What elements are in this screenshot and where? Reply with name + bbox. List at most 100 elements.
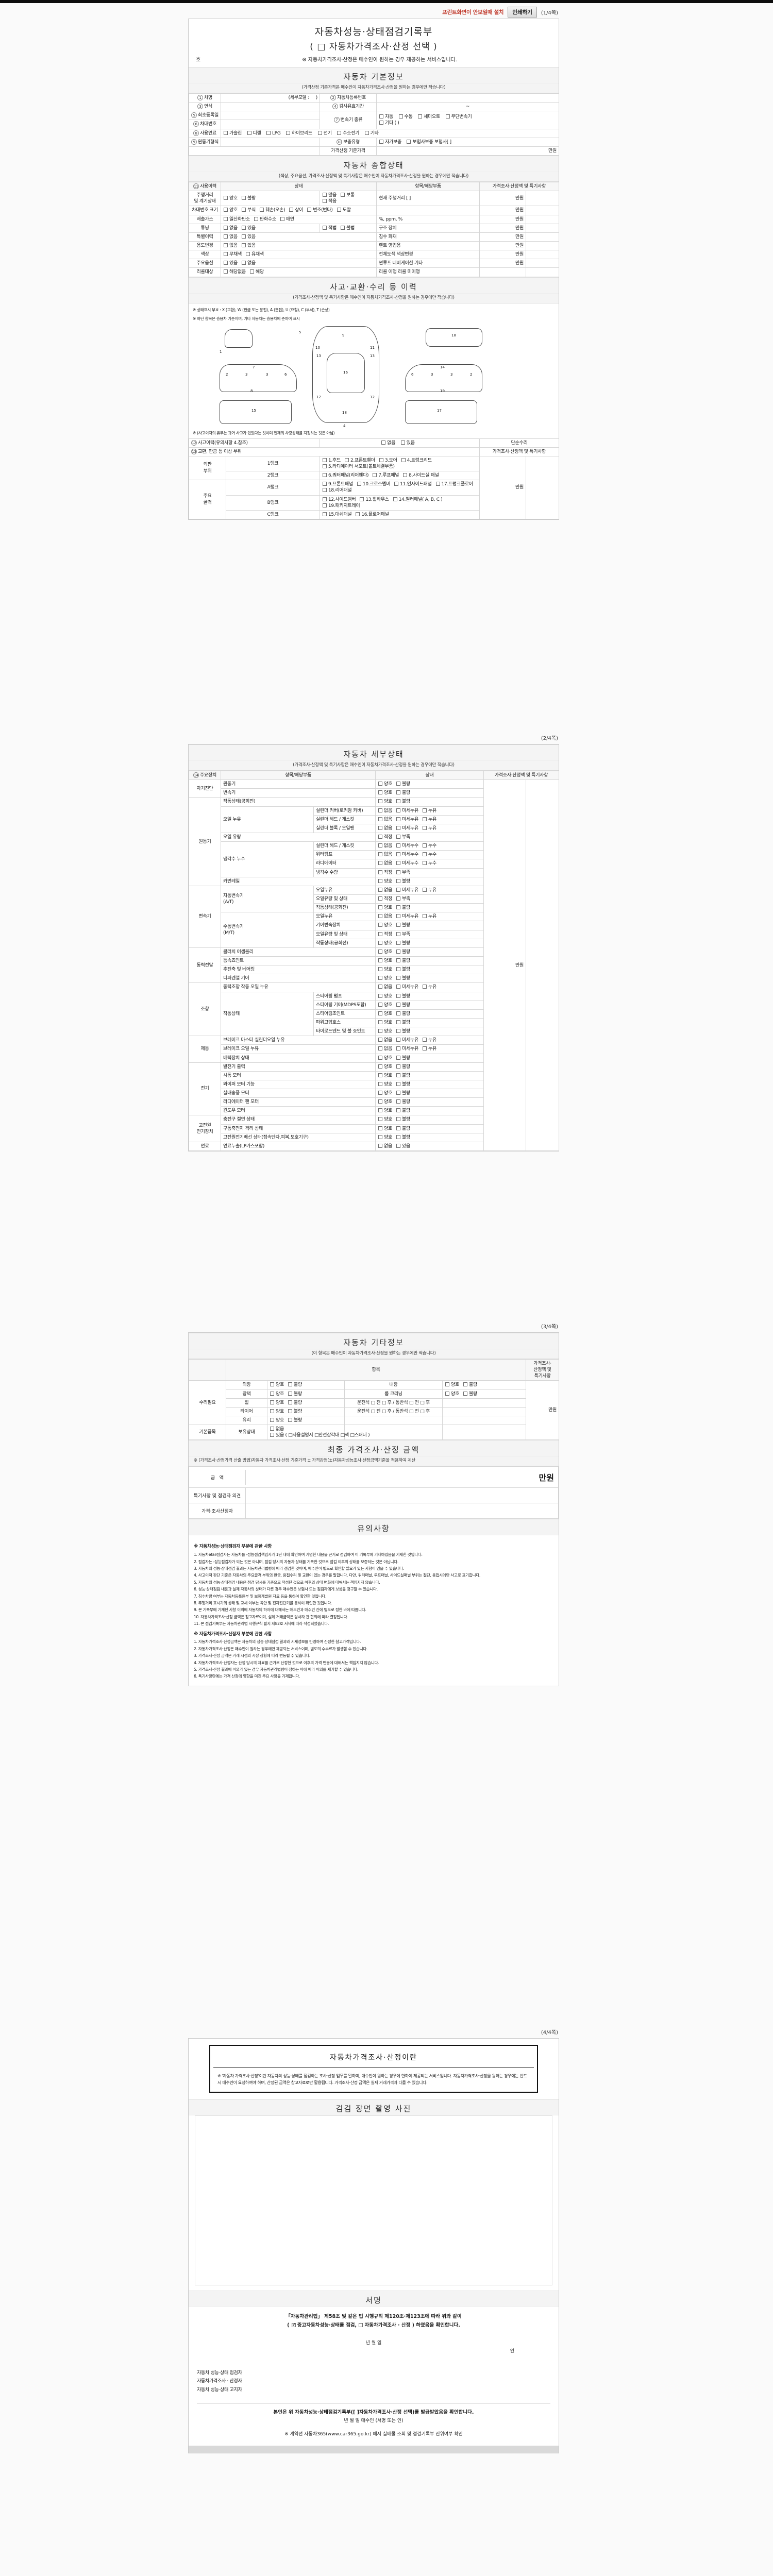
cell-rank-items[interactable]: 9.프론트패널 10.크로스멤버 11.인사이드패널 17.트렁크플로어 18.리어패널 — [320, 480, 480, 496]
cell-detail-state[interactable]: 양호 불량 — [375, 1115, 484, 1125]
checkbox-icon[interactable] — [396, 1091, 400, 1095]
checkbox-icon[interactable] — [445, 114, 450, 118]
checkbox-icon[interactable] — [289, 208, 294, 212]
checkbox-detail-2-6[interactable]: 양호 — [378, 940, 392, 946]
checkbox-icon[interactable] — [396, 808, 400, 812]
cell-detail-state[interactable]: 양호 불량 — [375, 965, 484, 975]
checkbox-icon[interactable] — [396, 993, 400, 998]
cell-overall-state[interactable]: 있음 없음 — [221, 259, 377, 268]
cell-other-opt2[interactable] — [442, 1425, 527, 1440]
cell-overall-item[interactable]: 침수 화재 — [376, 232, 480, 242]
checkbox-icon[interactable] — [359, 2323, 363, 2327]
checkbox-overall-1-a[interactable]: 변조(변타) — [307, 207, 333, 213]
checkbox-overall-6-a[interactable]: 무채색 — [223, 251, 242, 258]
checkbox-detail-5-0[interactable]: 누유 — [422, 1037, 436, 1043]
checkbox-rank-3[interactable]: 19.패키지트레이 — [322, 503, 360, 509]
checkbox-overall-8-a[interactable]: 해당 — [249, 269, 264, 275]
checkbox-icon[interactable] — [378, 817, 382, 821]
checkbox-icon[interactable] — [224, 208, 228, 212]
cell-detail-state[interactable]: 양호 불량 — [375, 1124, 484, 1133]
checkbox-icon[interactable] — [396, 1002, 400, 1007]
checkbox-icon[interactable] — [396, 1081, 400, 1086]
checkbox-detail-1-1[interactable]: 누유 — [422, 808, 436, 814]
cell-detail-state[interactable]: 없음 미세누유 누유 — [375, 912, 484, 922]
checkbox-icon[interactable] — [396, 1099, 400, 1104]
cell-accident-remark[interactable] — [525, 455, 560, 519]
checkbox-overall-1-a[interactable]: 상이 — [289, 207, 304, 213]
checkbox-detail-4-5[interactable]: 양호 — [378, 1028, 392, 1035]
checkbox-overall-7-a[interactable]: 없음 — [241, 260, 256, 266]
checkbox-detail-1-2[interactable]: 미세누유 — [396, 817, 418, 823]
checkbox-other-0-a[interactable]: 양호 — [270, 1382, 284, 1388]
cell-detail-state[interactable]: 양호 불량 — [375, 779, 484, 789]
final-amount-value[interactable]: 만원 — [539, 1473, 554, 1483]
cell-detail-state[interactable]: 양호 불량 — [375, 1062, 484, 1072]
checkbox-icon[interactable] — [422, 914, 427, 919]
checkbox-other-4-a[interactable]: 양호 — [270, 1417, 284, 1423]
cell-detail-state[interactable]: 적정 부족 — [375, 868, 484, 877]
cell-detail-state[interactable]: 양호 불량 — [375, 1027, 484, 1037]
checkbox-detail-5-2[interactable]: 불량 — [396, 1055, 410, 1061]
checkbox-icon[interactable] — [378, 790, 382, 795]
checkbox-overall-0-a[interactable]: 양호 — [223, 195, 238, 201]
checkbox-detail-2-3[interactable]: 미세누유 — [396, 913, 418, 920]
checkbox-detail-4-3[interactable]: 양호 — [378, 1011, 392, 1017]
checkbox-detail-4-0[interactable]: 누유 — [422, 984, 436, 990]
cell-overall-remark[interactable] — [525, 223, 560, 233]
checkbox-overall-8-a[interactable]: 해당없음 — [223, 269, 246, 275]
checkbox-detail-2-0[interactable]: 미세누유 — [396, 887, 418, 893]
checkbox-detail-1-8[interactable]: 적정 — [378, 870, 392, 876]
checkbox-icon[interactable] — [241, 234, 246, 239]
checkbox-icon[interactable] — [396, 825, 400, 830]
checkbox-rank-0[interactable]: 5.라디에이터 서포트(볼트체결부품) — [322, 464, 395, 470]
cell-detail-state[interactable]: 양호 불량 — [375, 1018, 484, 1028]
cell-detail-state[interactable]: 양호 불량 — [375, 903, 484, 913]
checkbox-detail-3-3[interactable]: 불량 — [396, 975, 410, 981]
checkbox-icon[interactable] — [378, 861, 382, 866]
checkbox-icon[interactable] — [378, 1011, 382, 1015]
checkbox-icon[interactable] — [379, 457, 383, 462]
checkbox-icon[interactable] — [396, 1055, 400, 1060]
checkbox-rank-0[interactable]: 4.트렁크리드 — [401, 457, 432, 464]
checkbox-detail-1-6[interactable]: 없음 — [378, 852, 392, 858]
checkbox-icon[interactable] — [396, 985, 400, 989]
checkbox-other-0-b[interactable]: 불량 — [463, 1382, 477, 1388]
checkbox-detail-1-3[interactable]: 없음 — [378, 825, 392, 832]
checkbox-overall-1-a[interactable]: 훼손(오손) — [259, 207, 285, 213]
checkbox-rank-4[interactable]: 16.플로어패널 — [355, 512, 389, 518]
checkbox-detail-1-5[interactable]: 누수 — [422, 843, 436, 849]
checkbox-icon[interactable] — [307, 208, 312, 212]
cell-detail-state[interactable]: 적정 부족 — [375, 894, 484, 904]
checkbox-icon[interactable] — [401, 457, 406, 462]
cell-value-inspection[interactable]: ~ — [376, 102, 559, 112]
checkbox-rank-3[interactable]: 12.사이드멤버 — [322, 497, 356, 503]
checkbox-icon[interactable] — [270, 1409, 274, 1413]
checkbox-detail-3-1[interactable]: 불량 — [396, 958, 410, 964]
checkbox-icon[interactable] — [396, 940, 400, 945]
cell-value-regno[interactable] — [376, 93, 559, 103]
checkbox-rank-2[interactable]: 9.프론트패널 — [322, 481, 353, 487]
cell-overall-state[interactable]: 양호 부식 훼손(오손) 상이 변조(변타) 도말 — [221, 206, 377, 215]
checkbox-icon[interactable] — [396, 834, 400, 839]
checkbox-icon[interactable] — [393, 497, 397, 501]
checkbox-icon[interactable] — [288, 1391, 292, 1396]
checkbox-icon[interactable] — [396, 1134, 400, 1139]
cell-value-fuel[interactable]: 가솔린 디젤 LPG 하이브리드 전기 수소전기 기타 — [221, 128, 559, 138]
cell-detail-state[interactable]: 없음 미세누수 누수 — [375, 850, 484, 860]
cell-other-key2[interactable]: 운전석 □ 전 □ 후 / 동반석 □ 전 □ 후 — [344, 1406, 443, 1416]
checkbox-icon[interactable] — [398, 114, 403, 118]
checkbox-detail-1-4[interactable]: 부족 — [396, 834, 410, 840]
cell-detail-state[interactable]: 없음 있음 — [375, 1141, 484, 1151]
checkbox-trans-manual[interactable]: 수동 — [398, 114, 413, 120]
checkbox-icon[interactable] — [379, 114, 383, 118]
checkbox-detail-2-6[interactable]: 불량 — [396, 940, 410, 946]
checkbox-detail-6-4[interactable]: 양호 — [378, 1099, 392, 1105]
checkbox-detail-1-8[interactable]: 부족 — [396, 870, 410, 876]
cell-detail-state[interactable]: 양호 불량 — [375, 921, 484, 930]
cell-value-carname[interactable]: (세부모델 : ) — [221, 93, 320, 103]
checkbox-detail-6-0[interactable]: 양호 — [378, 1064, 392, 1070]
cell-detail-price[interactable]: 만원 — [483, 779, 526, 1151]
checkbox-other-1-b[interactable]: 불량 — [463, 1391, 477, 1397]
checkbox-detail-2-1[interactable]: 부족 — [396, 896, 410, 902]
checkbox-icon[interactable] — [323, 199, 327, 204]
